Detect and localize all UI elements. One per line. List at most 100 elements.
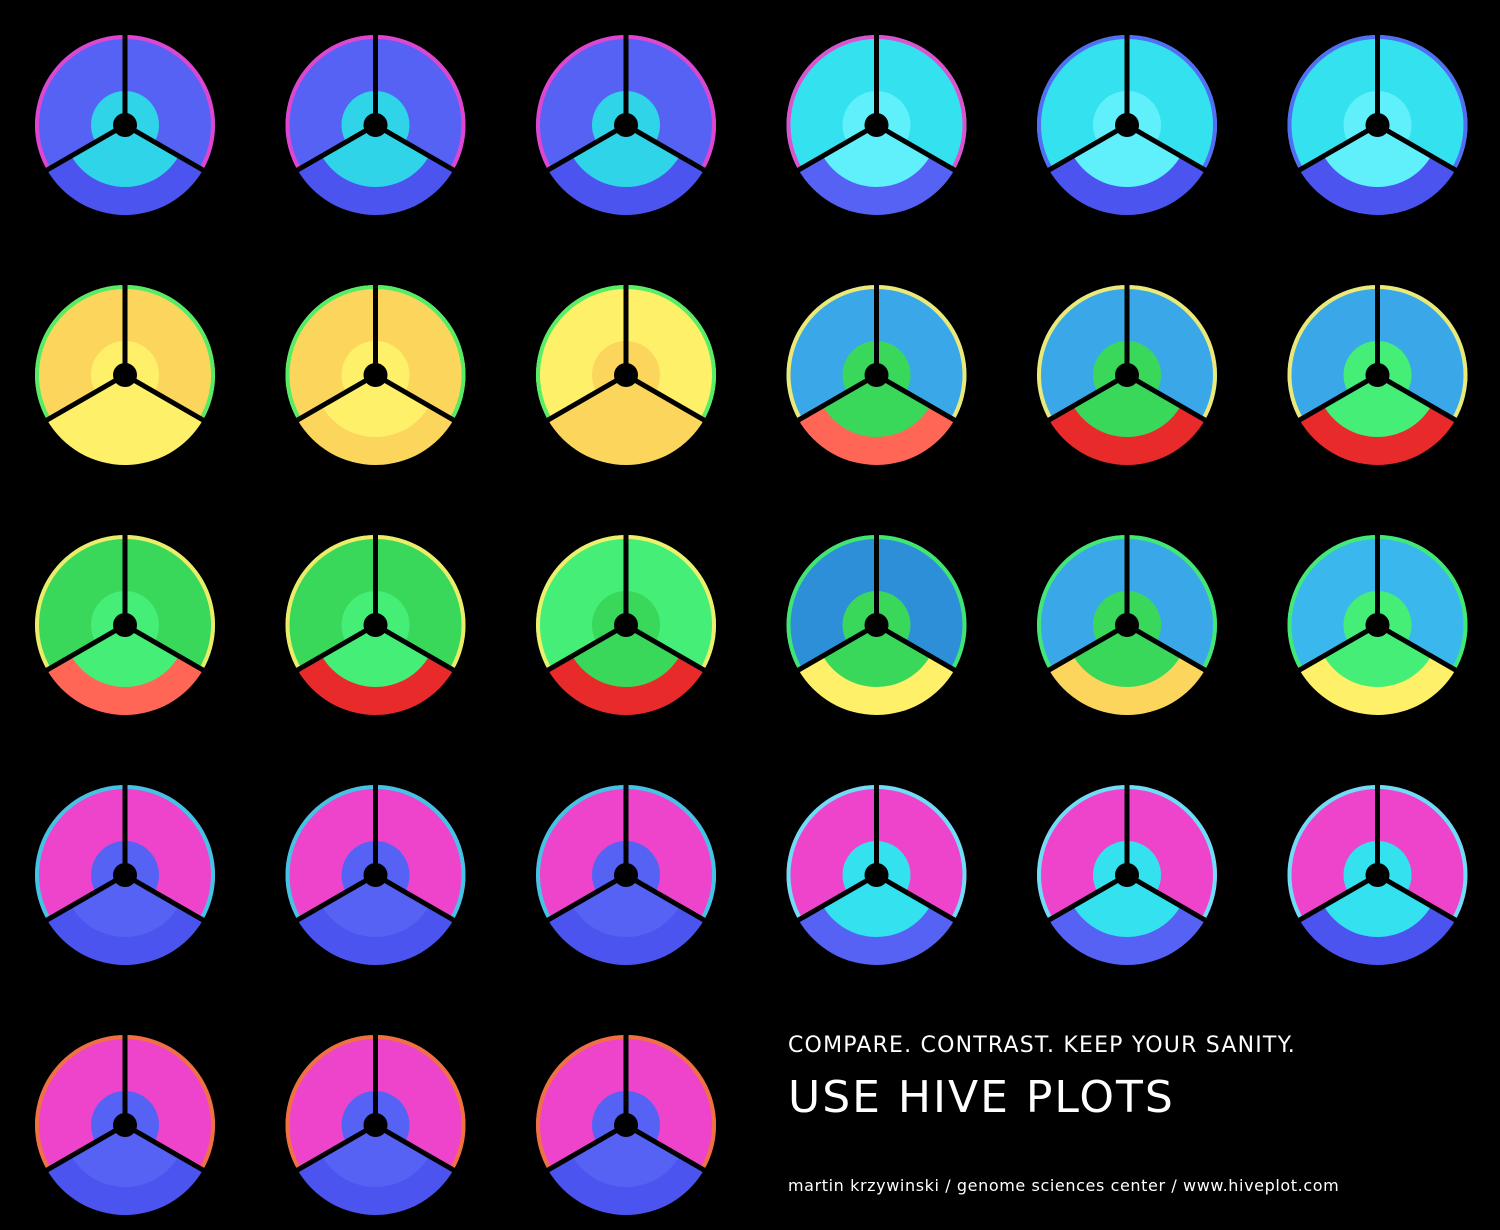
hive-axis	[1376, 122, 1460, 174]
hive-plot	[786, 532, 967, 715]
hive-axis	[1125, 122, 1209, 174]
hive-axis	[1045, 872, 1129, 924]
hive-axis	[1376, 372, 1460, 424]
hive-axis	[624, 622, 708, 674]
hive-hub	[1365, 613, 1390, 637]
hive-band-bottom	[321, 875, 430, 937]
hive-hub	[614, 113, 638, 137]
hive-band-bottom	[321, 1125, 430, 1187]
tagline: COMPARE. CONTRAST. KEEP YOUR SANITY.	[788, 1033, 1296, 1058]
hive-plot	[34, 282, 215, 465]
hive-hub	[614, 363, 638, 387]
hive-rim-left	[285, 285, 376, 420]
hive-plot	[1287, 782, 1468, 965]
hive-hub	[363, 363, 388, 387]
hive-rim-right	[125, 785, 215, 920]
hive-rim-left	[536, 535, 626, 670]
hive-hub	[864, 613, 889, 637]
credit-line: martin krzywinski / genome sciences cent…	[788, 1176, 1340, 1195]
hive-plot	[786, 782, 967, 965]
hive-rim-right	[626, 285, 716, 420]
hive-axis	[374, 372, 458, 424]
hive-axis	[293, 1122, 377, 1174]
hive-band-bottom	[321, 625, 430, 687]
hive-rim-left	[1287, 535, 1378, 670]
hive-plot	[34, 32, 215, 215]
hive-rim-right	[876, 285, 967, 420]
hive-rim-left	[1287, 785, 1378, 920]
hive-hub	[363, 863, 388, 887]
hive-plot	[1037, 282, 1217, 465]
hive-plot	[536, 32, 716, 215]
hive-rim-right	[375, 785, 466, 920]
hive-plot	[536, 782, 716, 965]
hive-rim-right	[375, 535, 466, 670]
hive-rim-right	[1127, 35, 1217, 170]
hive-axis	[123, 122, 207, 174]
hive-axis	[544, 372, 628, 424]
hive-rim-right	[125, 35, 215, 170]
hive-axis	[1295, 872, 1379, 924]
hive-axis	[293, 372, 377, 424]
hive-hub	[363, 113, 388, 137]
hive-rim-left	[536, 285, 626, 420]
hive-rim-left	[34, 535, 125, 670]
hive-axis	[374, 1122, 458, 1174]
hive-hub	[614, 863, 638, 887]
hive-plot	[536, 1032, 716, 1215]
hive-hub	[113, 613, 137, 637]
hive-axis	[43, 1122, 127, 1174]
hive-rim-right	[1377, 785, 1468, 920]
hive-axis	[1376, 872, 1460, 924]
hive-rim-left	[536, 1035, 626, 1170]
hive-rim-right	[375, 1035, 466, 1170]
hive-rim-left	[786, 535, 877, 670]
hive-rim-left	[34, 1035, 125, 1170]
hive-hub	[1115, 113, 1139, 137]
hive-axis	[875, 122, 959, 174]
hive-hub	[113, 363, 137, 387]
hive-hub	[1115, 363, 1139, 387]
hive-hub	[864, 863, 889, 887]
hive-axis	[1125, 872, 1209, 924]
hive-hub	[363, 1113, 388, 1137]
hive-axis	[123, 872, 207, 924]
hive-rim-right	[626, 1035, 716, 1170]
hive-axis	[544, 872, 628, 924]
hive-rim-right	[375, 285, 466, 420]
hive-axis	[43, 872, 127, 924]
hive-axis	[123, 372, 207, 424]
hive-axis	[875, 372, 959, 424]
hive-plot	[786, 282, 967, 466]
hive-axis	[624, 1122, 708, 1174]
hive-rim-right	[876, 35, 967, 170]
hive-hub	[1115, 863, 1139, 887]
hive-axis	[43, 122, 127, 174]
hive-plot	[536, 532, 716, 715]
hive-axis	[624, 372, 708, 424]
hive-axis	[624, 872, 708, 924]
hive-hub	[1365, 863, 1390, 887]
hive-rim-right	[1377, 535, 1468, 670]
hive-rim-right	[626, 785, 716, 920]
hive-band-bottom	[321, 375, 430, 437]
hive-axis	[293, 122, 377, 174]
hive-plot	[1037, 32, 1217, 215]
hive-rim-right	[125, 285, 215, 420]
hive-axis	[1125, 372, 1209, 424]
hive-axis	[293, 622, 377, 674]
hive-plot	[34, 532, 215, 715]
headline: USE HIVE PLOTS	[788, 1072, 1175, 1123]
hive-axis	[544, 622, 628, 674]
hive-axis	[1295, 372, 1379, 424]
hive-rim-left	[1037, 35, 1127, 170]
hive-plot	[285, 32, 466, 215]
caption-block: COMPARE. CONTRAST. KEEP YOUR SANITY. USE…	[788, 1033, 1488, 1123]
hive-hub	[1365, 363, 1390, 387]
hive-axis	[794, 622, 878, 674]
hive-axis	[1125, 622, 1209, 674]
hive-rim-right	[1377, 35, 1468, 170]
hive-rim-left	[536, 35, 626, 170]
hive-axis	[1045, 372, 1129, 424]
hive-axis	[374, 122, 458, 174]
